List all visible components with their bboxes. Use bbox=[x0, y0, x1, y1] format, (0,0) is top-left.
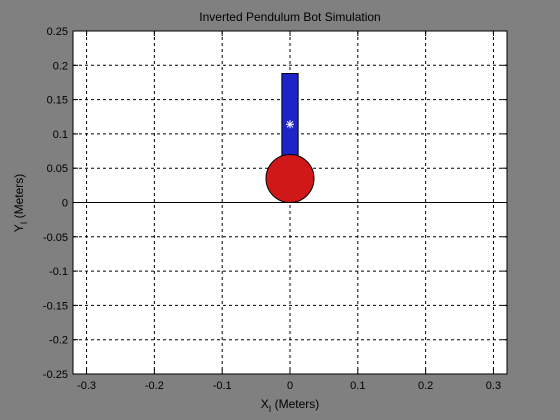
y-tick-label: -0.05 bbox=[43, 232, 68, 244]
x-tick-label: 0.1 bbox=[350, 380, 365, 392]
x-tick-label: -0.3 bbox=[77, 380, 96, 392]
asterisk-stroke bbox=[286, 120, 294, 128]
y-tick-label: 0.1 bbox=[53, 129, 68, 141]
y-tick-label: -0.2 bbox=[49, 335, 68, 347]
x-tick-label: 0.2 bbox=[418, 380, 433, 392]
x-axis-label-subscript: I bbox=[269, 404, 272, 414]
x-tick-label: 0 bbox=[287, 380, 293, 392]
robot-wheel bbox=[265, 153, 315, 204]
x-axis-label: XI (Meters) bbox=[261, 397, 320, 414]
y-axis-label: YI (Meters) bbox=[12, 174, 29, 233]
y-axis-label-subscript: I bbox=[19, 222, 29, 225]
x-tick-labels: -0.3 -0.2 -0.1 0 0.1 0.2 0.3 bbox=[77, 380, 501, 392]
x-tick-label: -0.1 bbox=[213, 380, 232, 392]
y-axis-label-main: Y bbox=[12, 224, 26, 232]
plot-title: Inverted Pendulum Bot Simulation bbox=[199, 10, 380, 24]
x-axis-label-units: (Meters) bbox=[271, 397, 319, 411]
y-tick-label: 0.25 bbox=[47, 26, 68, 38]
tick-marks bbox=[73, 30, 507, 375]
y-tick-label: 0.15 bbox=[47, 95, 68, 107]
y-tick-label: -0.25 bbox=[43, 369, 68, 381]
x-tick-label: 0.3 bbox=[486, 380, 501, 392]
center-of-mass-marker bbox=[286, 120, 294, 129]
x-axis-label-main: X bbox=[261, 397, 269, 411]
y-tick-label: 0 bbox=[62, 198, 68, 210]
x-tick-label: -0.2 bbox=[145, 380, 164, 392]
y-tick-label: 0.05 bbox=[47, 163, 68, 175]
y-tick-label: -0.15 bbox=[43, 300, 68, 312]
y-axis-label-units: (Meters) bbox=[12, 174, 26, 222]
y-tick-label: -0.1 bbox=[49, 266, 68, 278]
y-tick-label: 0.2 bbox=[53, 60, 68, 72]
y-tick-labels: 0.25 0.2 0.15 0.1 0.05 0 -0.05 -0.1 -0.15 -0.2 -0.… bbox=[43, 26, 68, 381]
